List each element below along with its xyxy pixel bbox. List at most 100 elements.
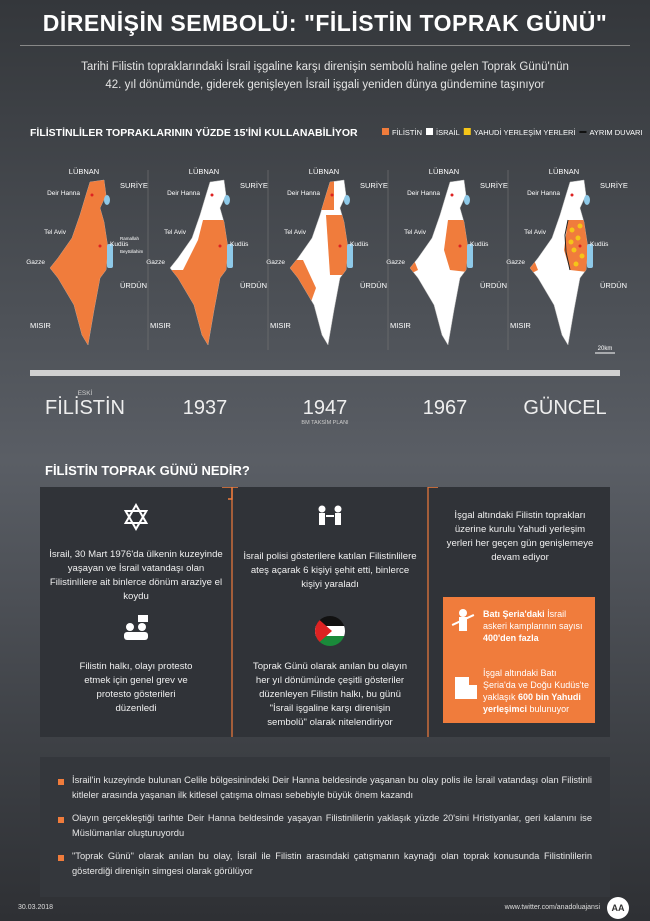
place-label: ÜRDÜN [600, 281, 627, 290]
bullet [58, 855, 64, 861]
place-label: Deir Hanna [47, 190, 80, 197]
subtitle-line: Tarihi Filistin topraklarındaki İsrail i… [81, 61, 569, 73]
place-label: Gazze [26, 259, 45, 266]
lake [224, 195, 230, 205]
dead-sea [107, 244, 113, 268]
scale-label: 20km [598, 346, 613, 352]
bullet [58, 779, 64, 785]
stat-segment: İsrail askeri kamplarının sayısı [483, 609, 586, 631]
place-label: Deir Hanna [527, 190, 560, 197]
place-label: ÜRDÜN [360, 281, 387, 290]
place-label: ÜRDÜN [480, 281, 507, 290]
logo: AA [607, 897, 629, 919]
note: Olayın gerçekleştiği tarihte Deir Hanna … [72, 813, 592, 838]
legend-swatch [426, 128, 434, 135]
period-label: 1947 [303, 397, 348, 419]
stat-text: Batı Şeria'daki İsrail askeri kamplarını… [483, 608, 591, 644]
place-label: Gazze [266, 259, 285, 266]
period-label: 1937 [183, 397, 228, 419]
place-label: MISIR [270, 321, 291, 330]
place-label: LÜBNAN [549, 167, 579, 176]
about-item: İşgal altındaki Filistin toprakları üzer… [446, 510, 594, 563]
palestine-area [444, 220, 468, 272]
place-label: MISIR [30, 321, 51, 330]
period-top: ESKİ [78, 388, 93, 397]
stat-segment: bulunuyor [527, 704, 570, 714]
city-dot [218, 244, 222, 248]
city-dot [450, 193, 454, 197]
subtitle: Tarihi Filistin topraklarındaki İsrail i… [40, 58, 610, 94]
lake [464, 195, 470, 205]
stat-segment: 400'den fazla [483, 633, 539, 643]
stat-text: İşgal altındaki Batı Şeria'da ve Doğu Ku… [483, 667, 591, 715]
settlement [579, 253, 585, 259]
map: LÜBNAN SURİYE Deir Hanna Tel Aviv Kudüs Gazze… [386, 167, 508, 350]
place-label: LÜBNAN [429, 167, 459, 176]
dead-sea [347, 244, 353, 268]
place-label: Gazze [386, 259, 405, 266]
city-dot [330, 193, 334, 197]
note: "Toprak Günü" olarak anılan bu olay, İsr… [72, 851, 592, 876]
separator [20, 45, 630, 46]
place-label: Deir Hanna [407, 190, 440, 197]
city-dot [210, 193, 214, 197]
legend-label: AYRIM DUVARI [589, 128, 642, 137]
settlement [569, 227, 575, 233]
period-label: 1967 [423, 397, 468, 419]
legend-label: YAHUDİ YERLEŞİM YERLERİ [474, 128, 576, 137]
map: LÜBNAN SURİYE Deir Hanna Tel Aviv Kudüs Gazze… [26, 167, 148, 346]
subtitle-line: 42. yıl dönümünde, giderek genişleyen İs… [105, 79, 545, 91]
city-dot [338, 244, 342, 248]
territory [410, 220, 468, 274]
place-label: MISIR [150, 321, 171, 330]
settlement [571, 247, 577, 253]
place-label: Kudüs [230, 241, 249, 248]
city-dot [578, 244, 582, 248]
legend-label: FİLİSTİN [392, 128, 422, 137]
legend-swatch [579, 131, 587, 133]
stat-box: Batı Şeria'daki İsrail askeri kamplarını… [443, 597, 595, 723]
city-dot [98, 244, 102, 248]
place-label: Deir Hanna [167, 190, 200, 197]
place-label: LÜBNAN [69, 167, 99, 176]
note: İsrail'in kuzeyinde bulunan Celile bölge… [72, 775, 592, 800]
place-label: Ramallah [120, 236, 140, 241]
legend-label: İSRAİL [436, 128, 460, 137]
place-label: Beytüllahim [120, 249, 144, 254]
territory [170, 220, 228, 345]
palestine-area [170, 220, 228, 345]
period-label: FİLİSTİN [45, 396, 125, 419]
legend-swatch [463, 128, 471, 135]
lake [584, 195, 590, 205]
place-label: Tel Aviv [404, 229, 427, 236]
city-dot [570, 193, 574, 197]
place-label: Deir Hanna [287, 190, 320, 197]
dead-sea [587, 244, 593, 268]
maps-heading: FİLİSTİNLİLER TOPRAKLARININ YÜZDE 15'İNİ… [30, 126, 358, 139]
place-label: Tel Aviv [164, 229, 187, 236]
territory [50, 180, 108, 345]
place-label: SURİYE [600, 181, 628, 190]
stat-icons [451, 609, 477, 699]
place-label: MISIR [390, 321, 411, 330]
section-heading: FİLİSTİN TOPRAK GÜNÜ NEDİR? [45, 463, 250, 478]
place-label: Tel Aviv [284, 229, 307, 236]
place-label: LÜBNAN [189, 167, 219, 176]
place-label: SURİYE [480, 181, 508, 190]
date: 30.03.2018 [18, 904, 54, 911]
period-bottom: BM TAKSİM PLANI [301, 419, 349, 426]
place-label: Gazze [146, 259, 165, 266]
bullet [58, 817, 64, 823]
settlement [577, 223, 583, 229]
map: LÜBNAN SURİYE Deir Hanna Tel Aviv Kudüs Gazze… [146, 167, 268, 350]
about-item: İsrail polisi gösterilere katılan Filist… [243, 551, 417, 590]
place-label: Tel Aviv [44, 229, 67, 236]
wall [564, 219, 571, 271]
place-label: Kudüs [470, 241, 489, 248]
title: DİRENİŞİN SEMBOLÜ: "FİLİSTİN TOPRAK GÜNÜ… [42, 10, 608, 36]
settlement [568, 239, 574, 245]
maps: FİLİSTİNLİLER TOPRAKLARININ YÜZDE 15'İNİ… [26, 126, 642, 426]
link: www.twitter.com/anadoluajansi [504, 904, 600, 911]
city-dot [90, 193, 94, 197]
place-label: Kudüs [110, 241, 129, 248]
